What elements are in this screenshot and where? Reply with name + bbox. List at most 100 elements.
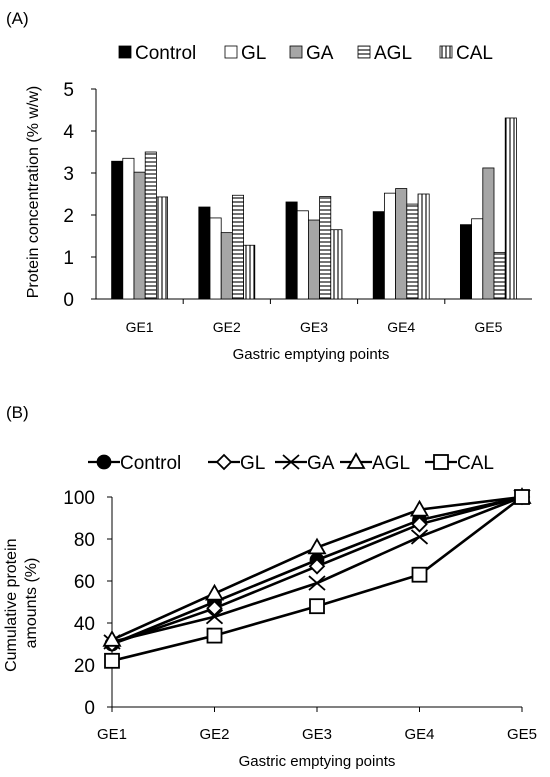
bar-ga-ge4 xyxy=(395,188,408,300)
y-tick-label-a: 1 xyxy=(63,248,74,269)
axes-a: 0 1 2 3 4 5 GE1 GE2 GE3 GE4 GE5 xyxy=(63,80,532,335)
legend-label-b-agl: AGL xyxy=(372,453,410,474)
y-tick-label-a: 4 xyxy=(63,122,74,143)
point-ga-ge3 xyxy=(308,575,326,591)
legend-swatch-agl xyxy=(357,45,371,59)
y-axis-title-b-line1: Cumulative protein xyxy=(3,539,20,672)
bar-control-ge5 xyxy=(459,224,472,300)
legend-marker-b-cal xyxy=(433,454,449,470)
legend-marker-b-agl xyxy=(346,452,366,469)
legend-swatch-control xyxy=(118,45,132,59)
y-axis-title-a: Protein concentration (% w/w) xyxy=(25,86,42,299)
bar-gl-ge3 xyxy=(296,210,309,300)
legend-swatch-gl xyxy=(224,45,238,59)
bar-cal-ge3 xyxy=(330,229,343,300)
point-cal-ge4 xyxy=(411,566,428,583)
bar-ga-ge3 xyxy=(307,219,320,300)
point-ga-ge4-stroke xyxy=(410,529,429,545)
y-tick-label-b: 100 xyxy=(63,488,95,509)
bar-ga-ge2 xyxy=(220,232,233,300)
y-tick-label-a: 0 xyxy=(63,290,74,311)
point-cal-ge3 xyxy=(309,598,325,615)
point-agl-ge2 xyxy=(204,583,225,601)
bar-agl-ge5 xyxy=(493,251,506,300)
y-tick-label-b: 40 xyxy=(74,614,95,635)
x-tick-label-a: GE4 xyxy=(387,319,415,335)
point-ga-ge2 xyxy=(205,609,224,625)
x-tick-label-a: GE3 xyxy=(300,319,328,335)
point-cal-ge5 xyxy=(514,489,530,505)
point-agl-ge4 xyxy=(409,499,430,517)
point-gl-ge4 xyxy=(411,516,428,533)
bar-gl-ge2 xyxy=(209,217,222,300)
bar-gl-ge1 xyxy=(122,157,135,300)
bar-gl-ge4 xyxy=(383,192,396,300)
point-agl-ge3 xyxy=(307,537,327,555)
bar-cal-ge2 xyxy=(243,244,256,300)
y-tick-label-a: 3 xyxy=(63,164,74,185)
y-tick-label-b: 0 xyxy=(84,698,95,719)
x-tick-label-b: GE4 xyxy=(404,726,434,743)
bar-cal-ge4 xyxy=(417,193,430,300)
legend-marker-b-ga xyxy=(282,454,300,470)
legend-marker-b-ga-stroke xyxy=(282,454,300,470)
x-tick-label-a: GE5 xyxy=(474,319,502,335)
legend-label-cal: CAL xyxy=(456,43,493,64)
bar-cal-ge5 xyxy=(504,117,517,300)
legend-swatch-cal xyxy=(439,45,453,59)
point-ga-ge3-stroke xyxy=(308,575,326,591)
x-axis-title-b: Gastric emptying points xyxy=(239,753,396,770)
legend-marker-b-control xyxy=(96,454,112,470)
point-agl-ge1 xyxy=(102,629,122,647)
bar-agl-ge4 xyxy=(406,203,419,300)
chart-a: (A) Control GL GA AGL CAL 0 1 2 3 4 5 GE1 GE2 GE3 GE4… xyxy=(6,9,532,363)
bar-control-ge3 xyxy=(285,201,298,300)
panel-a-label: (A) xyxy=(6,9,29,28)
legend-label-ga: GA xyxy=(306,43,334,64)
bars-a xyxy=(111,117,517,300)
x-tick-label-b: GE3 xyxy=(302,726,332,743)
y-tick-label-b: 80 xyxy=(74,530,95,551)
x-axis-title-a: Gastric emptying points xyxy=(233,346,390,363)
bar-agl-ge2 xyxy=(231,194,244,300)
legend-label-b-gl: GL xyxy=(240,453,265,474)
point-gl-ge3 xyxy=(308,558,326,575)
lines-b xyxy=(102,487,532,669)
legend-label-control: Control xyxy=(135,43,196,64)
x-tick-label-b: GE2 xyxy=(199,726,229,743)
bar-gl-ge5 xyxy=(471,218,484,300)
x-tick-label-b: GE5 xyxy=(507,726,537,743)
bar-control-ge1 xyxy=(111,160,124,300)
legend-label-b-control: Control xyxy=(120,453,181,474)
x-tick-label-b: GE1 xyxy=(97,726,127,743)
y-tick-label-b: 60 xyxy=(74,572,95,593)
y-tick-label-a: 5 xyxy=(63,80,74,101)
legend-label-b-ga: GA xyxy=(307,453,335,474)
bar-control-ge2 xyxy=(198,206,211,300)
x-tick-label-a: GE1 xyxy=(126,319,154,335)
point-cal-ge1 xyxy=(104,652,120,669)
legend-marker-b-gl xyxy=(215,453,233,471)
point-gl-ge2 xyxy=(206,600,223,617)
bar-cal-ge1 xyxy=(155,196,168,300)
chart-b: (B) Control GL GA AGL CAL 0 20 40 60 80 100 GE1 GE2… xyxy=(3,403,537,770)
legend-label-agl: AGL xyxy=(374,43,412,64)
bar-ga-ge5 xyxy=(482,167,495,300)
bar-agl-ge1 xyxy=(144,151,157,300)
legend-b: Control GL GA AGL CAL xyxy=(88,452,494,474)
point-ga-ge2-stroke xyxy=(205,609,224,625)
y-tick-label-a: 2 xyxy=(63,206,74,227)
legend-label-b-cal: CAL xyxy=(457,453,494,474)
point-ga-ge4 xyxy=(410,529,429,545)
bar-control-ge4 xyxy=(372,211,385,300)
bar-ga-ge1 xyxy=(133,171,146,300)
axes-b: 0 20 40 60 80 100 GE1 GE2 GE3 GE4 GE5 xyxy=(63,488,537,743)
bar-agl-ge3 xyxy=(319,196,332,300)
x-tick-label-a: GE2 xyxy=(213,319,241,335)
panel-b-label: (B) xyxy=(6,403,29,422)
legend-label-gl: GL xyxy=(241,43,266,64)
y-axis-title-b-line2: amounts (%) xyxy=(23,558,40,649)
y-axis-title-b: Cumulative protein amounts (%) xyxy=(3,534,40,672)
point-cal-ge2 xyxy=(206,627,223,644)
y-tick-label-b: 20 xyxy=(74,656,95,677)
